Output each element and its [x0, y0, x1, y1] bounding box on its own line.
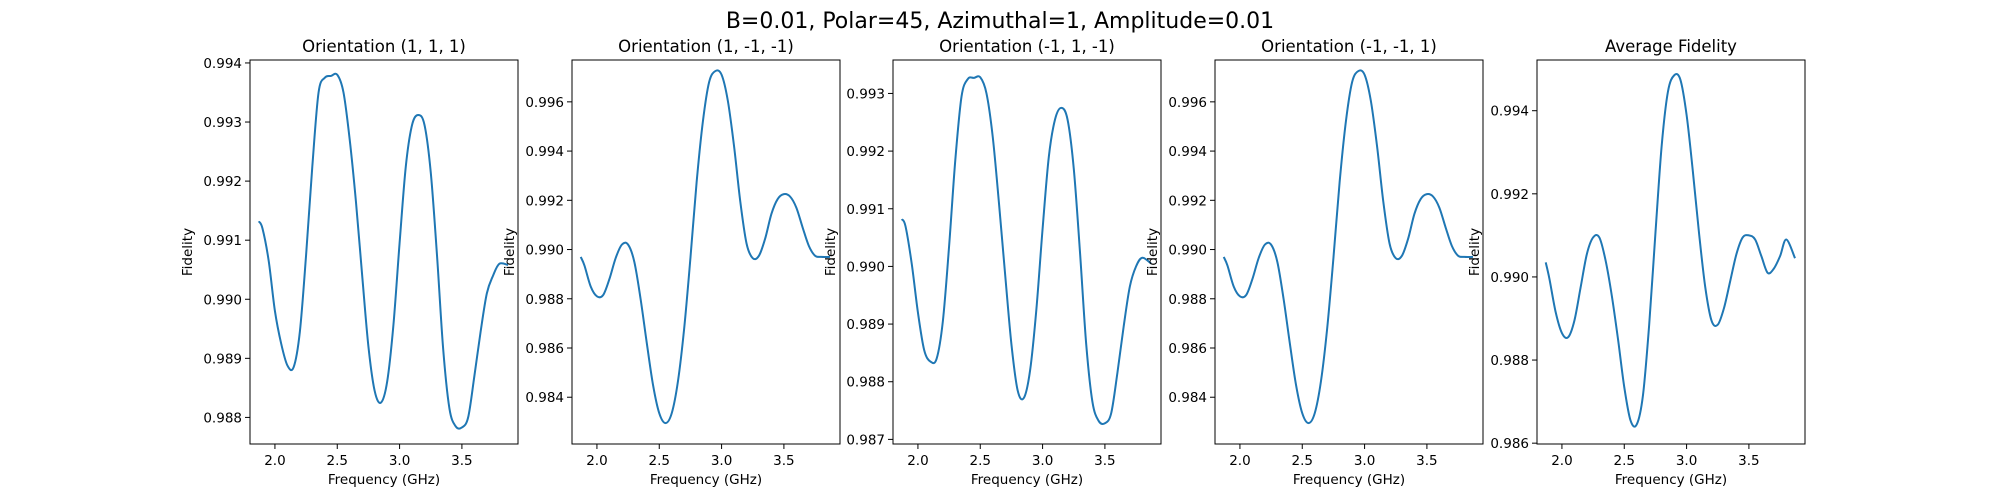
fidelity-line-series [257, 72, 509, 430]
y-tick-label: 0.984 [1168, 390, 1207, 406]
axes-frame [571, 59, 841, 445]
x-axis-label: Frequency (GHz) [1293, 472, 1405, 488]
figure-suptitle: B=0.01, Polar=45, Azimuthal=1, Amplitude… [726, 9, 1274, 34]
y-tick-label: 0.990 [1168, 243, 1207, 259]
y-tick-label: 0.992 [846, 144, 885, 160]
subplot-3: 2.0 2.5 3.0 3.5 0.987 0.988 0.989 0.990 0.991 0.9… [823, 37, 1162, 488]
x-tick-label: 2.5 [1292, 453, 1313, 469]
y-tick-label: 0.986 [525, 341, 564, 357]
y-tick-label: 0.994 [203, 56, 242, 72]
x-tick-label: 2.0 [907, 453, 928, 469]
y-tick-label: 0.990 [525, 243, 564, 259]
subplot-2: 2.0 2.5 3.0 3.5 0.984 0.986 0.988 0.990 0.992 0.9… [502, 37, 841, 488]
x-tick-label: 3.5 [1738, 453, 1759, 469]
x-tick-label: 2.5 [1614, 453, 1635, 469]
x-axis-label: Frequency (GHz) [650, 472, 762, 488]
y-tick-label: 0.990 [1490, 270, 1529, 286]
subplot-title: Average Fidelity [1605, 37, 1737, 56]
subplot-title: Orientation (-1, 1, -1) [939, 37, 1115, 56]
axes-frame [249, 59, 519, 445]
y-tick-label: 0.986 [1168, 341, 1207, 357]
x-axis-label: Frequency (GHz) [328, 472, 440, 488]
y-tick-label: 0.992 [1168, 193, 1207, 209]
y-tick-label: 0.992 [1490, 187, 1529, 203]
y-tick-label: 0.988 [1168, 292, 1207, 308]
y-axis-label: Fidelity [502, 228, 518, 276]
x-tick-label: 2.0 [586, 453, 607, 469]
y-tick-label: 0.988 [525, 292, 564, 308]
x-tick-label: 2.0 [1229, 453, 1250, 469]
y-axis-label: Fidelity [180, 228, 196, 276]
y-tick-label: 0.992 [525, 193, 564, 209]
y-tick-label: 0.989 [203, 351, 242, 367]
y-tick-label: 0.988 [846, 375, 885, 391]
y-tick-label: 0.990 [203, 292, 242, 308]
subplot-5: 2.0 2.5 3.0 3.5 0.986 0.988 0.990 0.992 0.994 Ave… [1467, 37, 1806, 488]
y-axis-label: Fidelity [823, 228, 839, 276]
subplot-title: Orientation (1, 1, 1) [302, 37, 466, 56]
fidelity-line-series [579, 69, 831, 425]
x-tick-label: 3.5 [773, 453, 794, 469]
axes-frame [1214, 59, 1484, 445]
subplot-title: Orientation (1, -1, -1) [618, 37, 794, 56]
y-tick-label: 0.990 [846, 259, 885, 275]
fidelity-line-series [1544, 73, 1796, 428]
subplot-title: Orientation (-1, -1, 1) [1261, 37, 1437, 56]
fidelity-line-series [1222, 69, 1474, 425]
y-tick-label: 0.991 [846, 202, 885, 218]
x-axis-label: Frequency (GHz) [1615, 472, 1727, 488]
x-tick-label: 3.0 [1354, 453, 1375, 469]
x-tick-label: 3.0 [389, 453, 410, 469]
x-tick-label: 3.5 [1416, 453, 1437, 469]
x-tick-label: 3.0 [1676, 453, 1697, 469]
x-tick-label: 3.5 [451, 453, 472, 469]
y-tick-label: 0.993 [846, 86, 885, 102]
y-tick-label: 0.992 [203, 174, 242, 190]
y-axis-label: Fidelity [1467, 228, 1483, 276]
x-tick-label: 3.5 [1094, 453, 1115, 469]
y-tick-label: 0.994 [525, 144, 564, 160]
y-tick-label: 0.987 [846, 432, 885, 448]
subplot-1: 2.0 2.5 3.0 3.5 0.988 0.989 0.990 0.991 0.992 0.9… [180, 37, 519, 488]
x-tick-label: 2.5 [649, 453, 670, 469]
x-tick-label: 2.0 [1551, 453, 1572, 469]
y-tick-label: 0.989 [846, 317, 885, 333]
x-tick-label: 2.5 [327, 453, 348, 469]
y-tick-label: 0.993 [203, 115, 242, 131]
y-axis-label: Fidelity [1145, 228, 1161, 276]
fidelity-line-series [900, 75, 1152, 425]
subplot-grid: 2.0 2.5 3.0 3.5 0.988 0.989 0.990 0.991 0.992 0.9… [180, 37, 1806, 488]
x-tick-label: 3.0 [711, 453, 732, 469]
y-tick-label: 0.994 [1490, 104, 1529, 120]
y-tick-label: 0.988 [203, 410, 242, 426]
axes-frame [1536, 59, 1806, 445]
y-tick-label: 0.984 [525, 390, 564, 406]
y-tick-label: 0.986 [1490, 436, 1529, 452]
axes-frame [892, 59, 1162, 445]
y-tick-label: 0.988 [1490, 353, 1529, 369]
y-tick-label: 0.996 [525, 95, 564, 111]
subplot-4: 2.0 2.5 3.0 3.5 0.984 0.986 0.988 0.990 0.992 0.9… [1145, 37, 1484, 488]
x-tick-label: 2.5 [970, 453, 991, 469]
x-tick-label: 3.0 [1032, 453, 1053, 469]
x-axis-label: Frequency (GHz) [971, 472, 1083, 488]
y-tick-label: 0.994 [1168, 144, 1207, 160]
y-tick-label: 0.991 [203, 233, 242, 249]
x-tick-label: 2.0 [264, 453, 285, 469]
y-tick-label: 0.996 [1168, 95, 1207, 111]
